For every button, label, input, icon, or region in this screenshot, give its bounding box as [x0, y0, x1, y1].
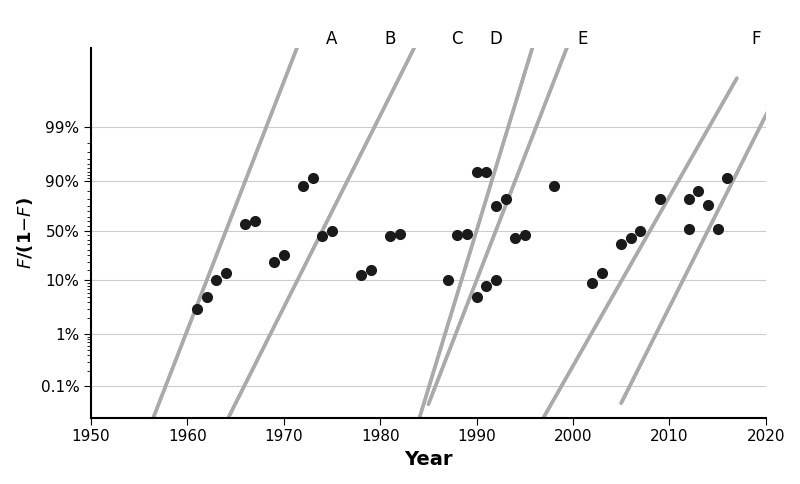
Text: B: B	[384, 30, 395, 47]
Text: D: D	[490, 30, 502, 47]
Y-axis label: $\mathit{F}$/(1$-$$\mathit{F}$): $\mathit{F}$/(1$-$$\mathit{F}$)	[15, 197, 35, 269]
Text: A: A	[326, 30, 338, 47]
X-axis label: Year: Year	[404, 450, 453, 469]
Text: C: C	[451, 30, 463, 47]
Text: F: F	[751, 30, 761, 47]
Text: E: E	[578, 30, 588, 47]
